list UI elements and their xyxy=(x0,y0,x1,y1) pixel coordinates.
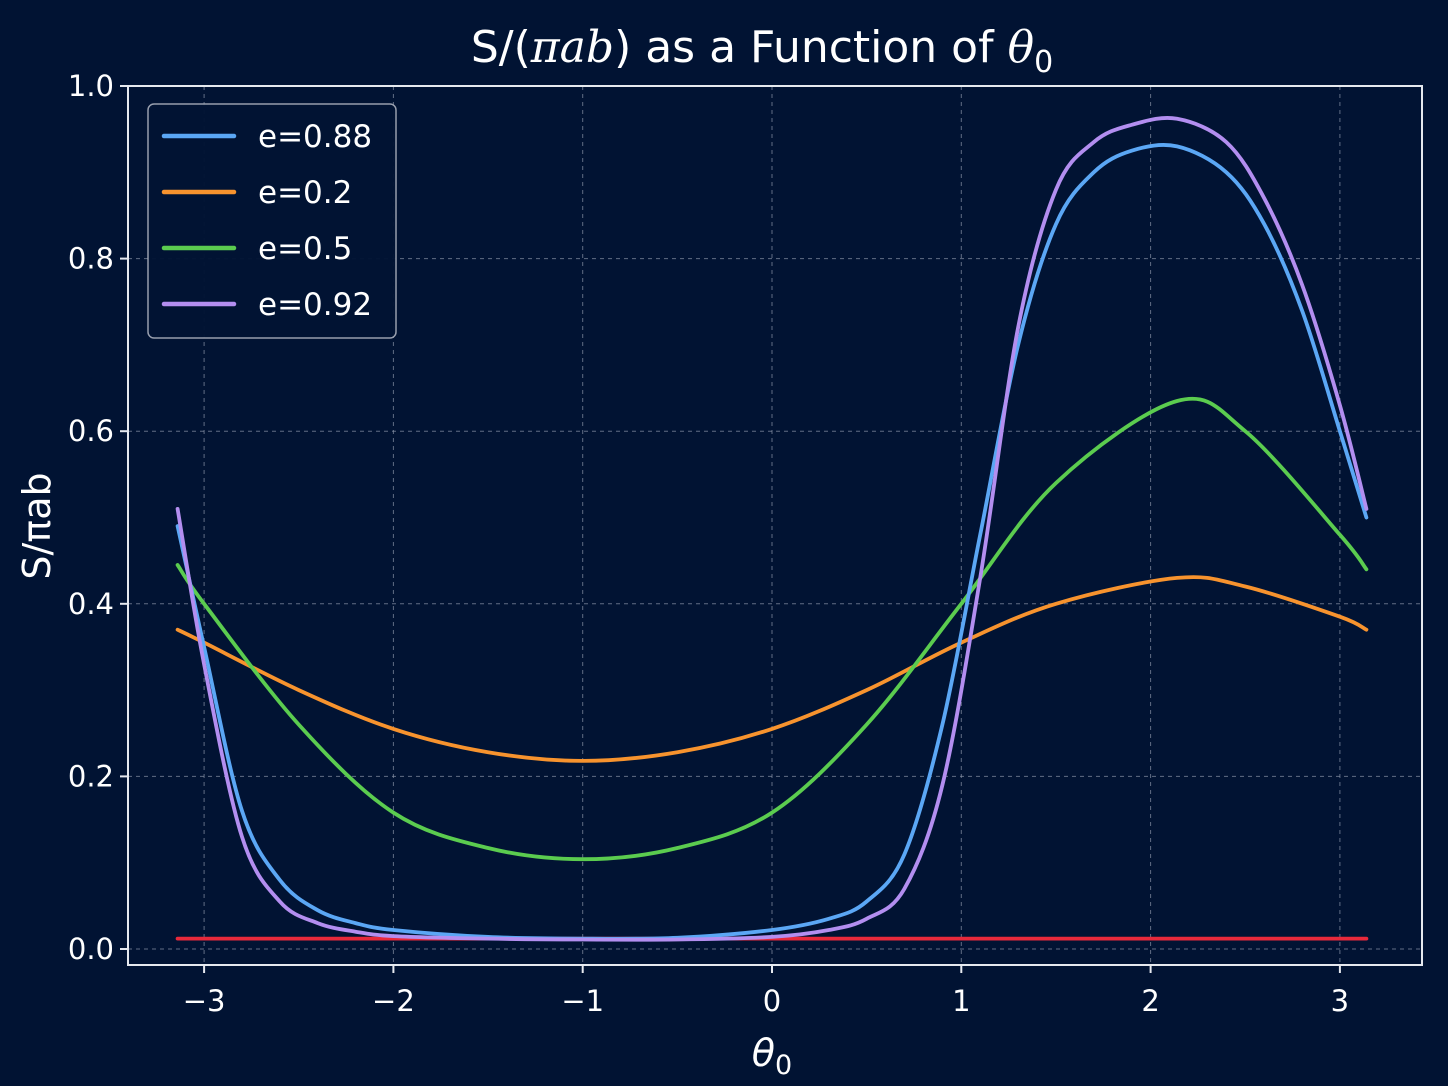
series-line-e-0-5 xyxy=(175,396,1369,862)
chart-title: S/(πab) as a Function of θ0 xyxy=(471,22,1053,80)
legend-box xyxy=(147,103,397,339)
plot-frame xyxy=(127,85,1423,966)
legend-label: e=0.92 xyxy=(258,287,372,323)
x-tick-label: 3 xyxy=(1331,984,1349,1018)
x-tick-label: 1 xyxy=(952,984,970,1018)
series-line-e-0-2 xyxy=(175,575,1369,763)
x-tick-label: 2 xyxy=(1141,984,1159,1018)
y-tick-label: 1.0 xyxy=(68,69,114,103)
series-line-e-0-92 xyxy=(175,116,1369,942)
x-tick-label: −1 xyxy=(561,984,604,1018)
axis-ticks: −3 −2 −1 0 1 2 3 0.0 0.2 0.4 0.6 0.8 1.0 xyxy=(68,69,1349,1018)
y-axis-label: S/πab xyxy=(15,472,59,579)
y-tick-label: 0.2 xyxy=(68,759,114,793)
series-line-e-0-88 xyxy=(175,143,1369,941)
x-axis-label: θ0 xyxy=(752,1031,792,1081)
x-tick-label: −3 xyxy=(183,984,226,1018)
legend-label: e=0.88 xyxy=(258,119,372,155)
legend: e=0.88 e=0.2 e=0.5 e=0.92 xyxy=(147,103,397,339)
plot-series xyxy=(175,116,1369,942)
y-tick-label: 0.0 xyxy=(68,932,114,966)
y-tick-label: 0.6 xyxy=(68,414,114,448)
legend-label: e=0.5 xyxy=(258,231,352,267)
y-tick-label: 0.8 xyxy=(68,242,114,276)
y-tick-label: 0.4 xyxy=(68,587,114,621)
x-tick-label: 0 xyxy=(763,984,781,1018)
x-tick-label: −2 xyxy=(372,984,415,1018)
legend-label: e=0.2 xyxy=(258,175,352,211)
